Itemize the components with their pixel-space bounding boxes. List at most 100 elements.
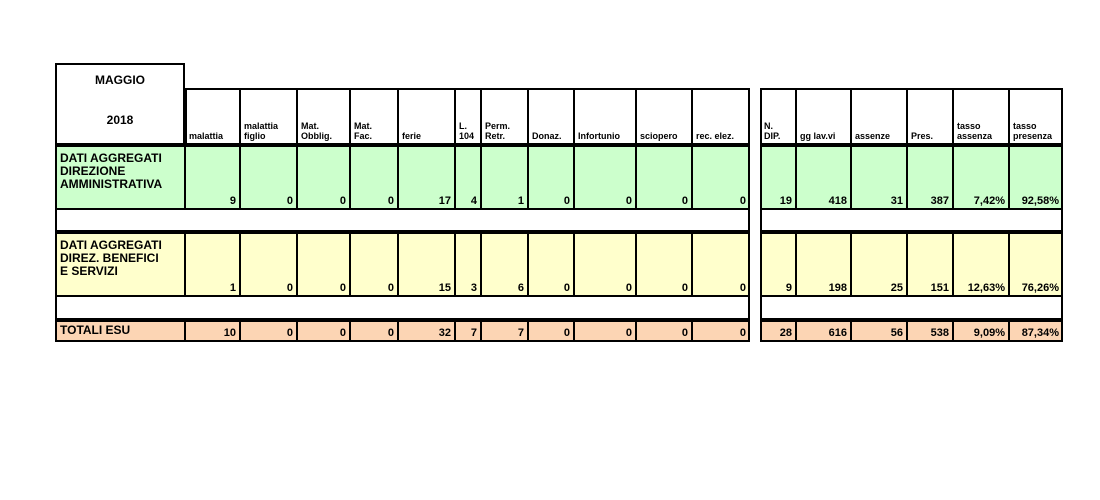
frame bbox=[55, 210, 750, 232]
value-cell: 0 bbox=[692, 320, 750, 342]
value-cell: 0 bbox=[574, 232, 636, 297]
summary-cell: 76,26% bbox=[1009, 232, 1063, 297]
value: 0 bbox=[286, 327, 293, 339]
header-line: malattia bbox=[189, 131, 224, 141]
column-header: tasso assenza bbox=[953, 88, 1009, 145]
summary-cell: 19 bbox=[760, 145, 796, 210]
value: 15 bbox=[438, 282, 451, 294]
column-header: malattia bbox=[185, 88, 240, 145]
value-cell: 1 bbox=[481, 145, 528, 210]
value: 0 bbox=[286, 282, 293, 294]
summary-value: 151 bbox=[930, 282, 949, 294]
value: 4 bbox=[470, 195, 477, 207]
label-line: TOTALI ESU bbox=[60, 323, 131, 337]
value: 0 bbox=[625, 282, 632, 294]
value: 0 bbox=[739, 327, 746, 339]
value: 0 bbox=[681, 327, 688, 339]
value: 0 bbox=[625, 327, 632, 339]
summary-cell: 387 bbox=[907, 145, 953, 210]
value-cell: 0 bbox=[692, 145, 750, 210]
summary-cell: 9,09% bbox=[953, 320, 1009, 342]
column-header: sciopero bbox=[636, 88, 692, 145]
value-cell: 0 bbox=[297, 145, 350, 210]
value: 0 bbox=[387, 327, 394, 339]
value-cell: 7 bbox=[481, 320, 528, 342]
value-cell: 4 bbox=[455, 145, 481, 210]
header-line: ferie bbox=[402, 131, 422, 141]
value-cell: 0 bbox=[350, 320, 398, 342]
value: 6 bbox=[517, 282, 524, 294]
value: 0 bbox=[387, 282, 394, 294]
year: 2018 bbox=[106, 113, 134, 127]
summary-cell: 25 bbox=[851, 232, 907, 297]
value: 7 bbox=[517, 327, 524, 339]
value: 32 bbox=[438, 327, 451, 339]
column-header: rec. elez. bbox=[692, 88, 750, 145]
header-line: Pres. bbox=[911, 131, 934, 141]
value-cell: 0 bbox=[240, 232, 297, 297]
value-cell: 0 bbox=[240, 320, 297, 342]
header-line: L. bbox=[459, 121, 467, 131]
value: 1 bbox=[229, 282, 236, 294]
frame bbox=[760, 297, 1063, 320]
column-header: Pres. bbox=[907, 88, 953, 145]
header-line: N. bbox=[764, 121, 773, 131]
value: 0 bbox=[681, 282, 688, 294]
column-header: L. 104 bbox=[455, 88, 481, 145]
value-cell: 0 bbox=[528, 320, 574, 342]
summary-cell: 12,63% bbox=[953, 232, 1009, 297]
value: 0 bbox=[739, 282, 746, 294]
value-cell: 0 bbox=[692, 232, 750, 297]
column-header: tasso presenza bbox=[1009, 88, 1063, 145]
summary-value: 19 bbox=[779, 195, 792, 207]
value-cell: 0 bbox=[636, 320, 692, 342]
value: 0 bbox=[681, 195, 688, 207]
summary-value: 28 bbox=[779, 327, 792, 339]
value-cell: 17 bbox=[398, 145, 455, 210]
column-header: Mat. Obblig. bbox=[297, 88, 350, 145]
month: MAGGIO bbox=[95, 73, 145, 87]
value-cell: 10 bbox=[185, 320, 240, 342]
summary-value: 7,42% bbox=[973, 195, 1005, 207]
column-header: malattia figlio bbox=[240, 88, 297, 145]
value: 3 bbox=[470, 282, 477, 294]
header-line: tasso bbox=[957, 121, 981, 131]
summary-value: 9 bbox=[785, 282, 792, 294]
label-line: DATI AGGREGATI bbox=[60, 238, 162, 252]
header-line: sciopero bbox=[640, 131, 678, 141]
summary-cell: 31 bbox=[851, 145, 907, 210]
row-label: DATI AGGREGATI DIREZ. BENEFICI E SERVIZI bbox=[55, 232, 185, 297]
header-line: Retr. bbox=[485, 131, 506, 141]
value: 0 bbox=[339, 282, 346, 294]
header-line: tasso bbox=[1013, 121, 1037, 131]
summary-value: 616 bbox=[828, 327, 847, 339]
value: 10 bbox=[223, 327, 236, 339]
summary-cell: 7,42% bbox=[953, 145, 1009, 210]
column-header: ferie bbox=[398, 88, 455, 145]
summary-cell: 538 bbox=[907, 320, 953, 342]
value-cell: 0 bbox=[350, 232, 398, 297]
column-header: assenze bbox=[851, 88, 907, 145]
summary-cell: 151 bbox=[907, 232, 953, 297]
value: 0 bbox=[387, 195, 394, 207]
header-line: Perm. bbox=[485, 121, 511, 131]
label-line: AMMINISTRATIVA bbox=[60, 177, 163, 191]
summary-value: 87,34% bbox=[1021, 327, 1059, 339]
column-header: N. DIP. bbox=[760, 88, 796, 145]
summary-value: 418 bbox=[828, 195, 847, 207]
value-cell: 15 bbox=[398, 232, 455, 297]
value-cell: 7 bbox=[455, 320, 481, 342]
frame bbox=[55, 297, 750, 320]
label-line: DIREZIONE bbox=[60, 164, 126, 178]
value-cell: 32 bbox=[398, 320, 455, 342]
header-line: DIP. bbox=[764, 131, 781, 141]
summary-cell: 616 bbox=[796, 320, 851, 342]
frame bbox=[760, 210, 1063, 232]
header-line: Obblig. bbox=[301, 131, 332, 141]
summary-cell: 9 bbox=[760, 232, 796, 297]
summary-value: 92,58% bbox=[1021, 195, 1059, 207]
value: 0 bbox=[286, 195, 293, 207]
summary-value: 25 bbox=[890, 282, 903, 294]
summary-value: 9,09% bbox=[973, 327, 1005, 339]
